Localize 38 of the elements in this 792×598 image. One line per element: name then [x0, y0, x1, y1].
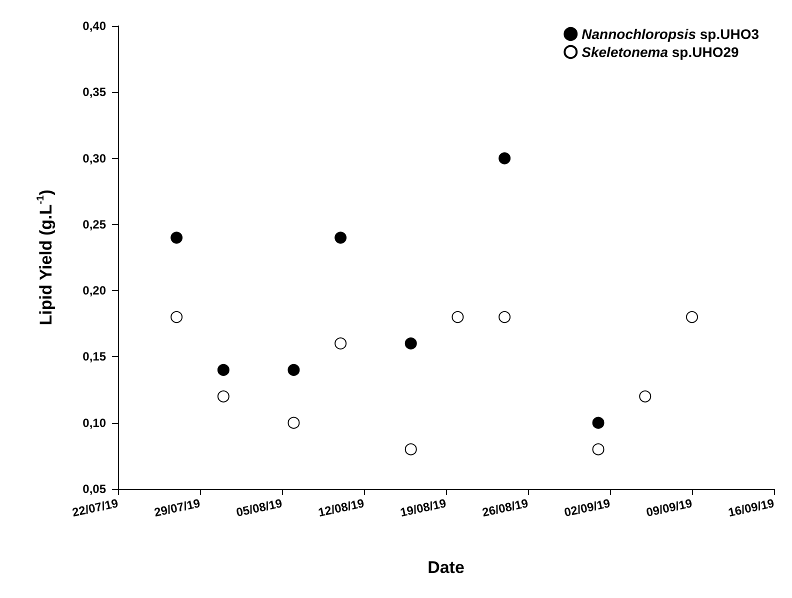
- point: [452, 311, 464, 324]
- y-tick-label: 0,40: [82, 19, 106, 33]
- x-tick-label: 02/09/19: [562, 496, 612, 520]
- y-tick-label: 0,20: [82, 284, 106, 298]
- point: [592, 443, 604, 456]
- x-tick-label: 12/08/19: [316, 496, 366, 520]
- x-axis-title: Date: [428, 558, 464, 577]
- y-tick-label: 0,35: [82, 85, 106, 100]
- point: [334, 337, 347, 350]
- legend-label: Nannochloropsis sp.UHO3: [582, 26, 760, 42]
- point: [288, 416, 300, 429]
- point: [498, 152, 511, 164]
- y-tick-label: 0,10: [82, 416, 106, 430]
- x-tick-label: 05/08/19: [234, 496, 284, 520]
- x-tick-label: 09/09/19: [644, 496, 694, 520]
- y-tick-label: 0,15: [82, 350, 106, 364]
- point: [217, 390, 230, 402]
- x-tick-label: 16/09/19: [726, 496, 776, 520]
- point: [217, 364, 230, 376]
- point: [639, 390, 652, 402]
- legend-label: Skeletonema sp.UHO29: [582, 44, 740, 60]
- point: [498, 311, 511, 324]
- y-tick-label: 0,25: [82, 217, 106, 232]
- point: [288, 364, 300, 376]
- point: [170, 232, 183, 244]
- point: [592, 416, 604, 429]
- x-tick-label: 19/08/19: [398, 496, 448, 520]
- point: [404, 443, 417, 456]
- x-tick-label: 26/08/19: [480, 496, 530, 520]
- x-tick-label: 29/07/19: [152, 496, 202, 520]
- point: [686, 311, 698, 324]
- y-axis-title: Lipid Yield (g.L-1): [36, 190, 56, 326]
- point: [334, 232, 347, 244]
- y-tick-label: 0,30: [82, 151, 106, 166]
- x-tick-label: 22/07/19: [70, 496, 120, 520]
- point: [404, 337, 417, 350]
- y-tick-label: 0,05: [82, 482, 106, 496]
- point: [170, 311, 183, 324]
